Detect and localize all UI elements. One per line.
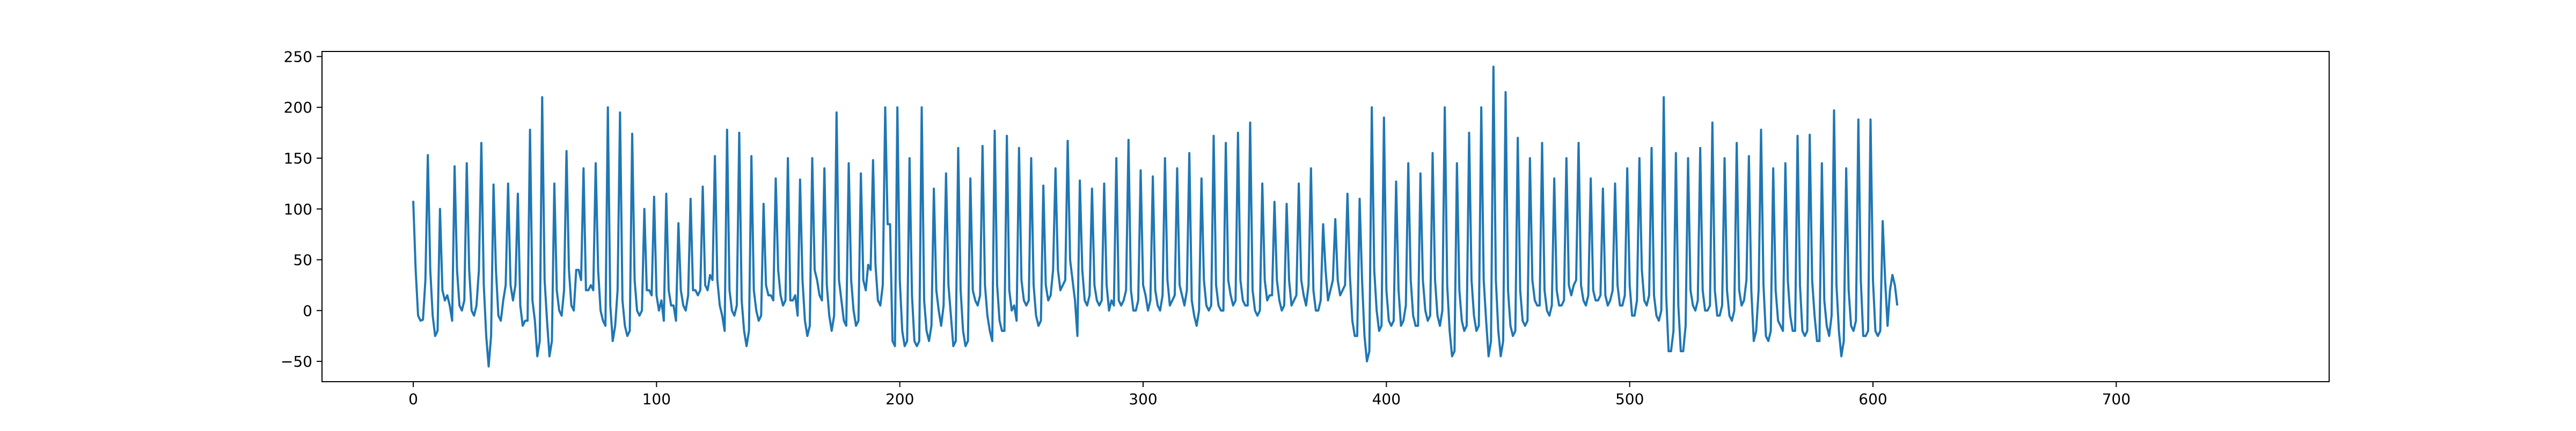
y-tick-label: 200 xyxy=(284,99,312,116)
series-line-0 xyxy=(412,65,1899,368)
y-tick-label: 100 xyxy=(284,200,312,218)
x-tick-label: 100 xyxy=(642,390,671,408)
x-tick-label: 600 xyxy=(1858,390,1887,408)
plot-frame xyxy=(321,51,2330,382)
plot-area xyxy=(412,65,1899,368)
x-tick-label: 300 xyxy=(1129,390,1157,408)
x-axis: 0 100 200 300 400 500 600 700 xyxy=(408,382,2131,408)
x-tick-label: 700 xyxy=(2102,390,2131,408)
y-tick-label: −50 xyxy=(281,353,312,370)
y-tick-label: 50 xyxy=(293,251,312,269)
x-tick-label: 400 xyxy=(1372,390,1401,408)
y-tick-label: 250 xyxy=(284,48,312,65)
y-tick-label: 150 xyxy=(284,150,312,167)
x-tick-label: 0 xyxy=(408,390,418,408)
y-axis: −50 0 50 100 150 200 250 xyxy=(281,48,322,370)
x-tick-label: 500 xyxy=(1615,390,1644,408)
y-tick-label: 0 xyxy=(303,302,312,319)
x-tick-label: 200 xyxy=(885,390,914,408)
